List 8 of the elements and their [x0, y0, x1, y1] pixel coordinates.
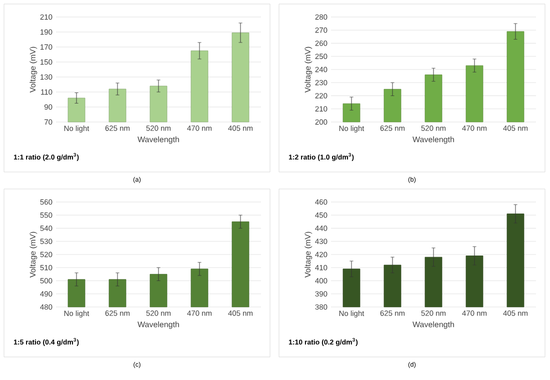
y-axis-title: Voltage (mV) — [304, 46, 312, 93]
y-axis-title: Voltage (mV) — [30, 46, 38, 93]
y-axis-title: Voltage (mV) — [30, 232, 38, 278]
x-axis-title: Wavelength — [138, 321, 179, 329]
y-axis-title: Voltage (mV) — [304, 232, 312, 278]
x-axis-title: Wavelength — [412, 321, 454, 329]
x-axis-title: Wavelength — [138, 136, 179, 144]
x-axis-title: Wavelength — [412, 136, 454, 144]
